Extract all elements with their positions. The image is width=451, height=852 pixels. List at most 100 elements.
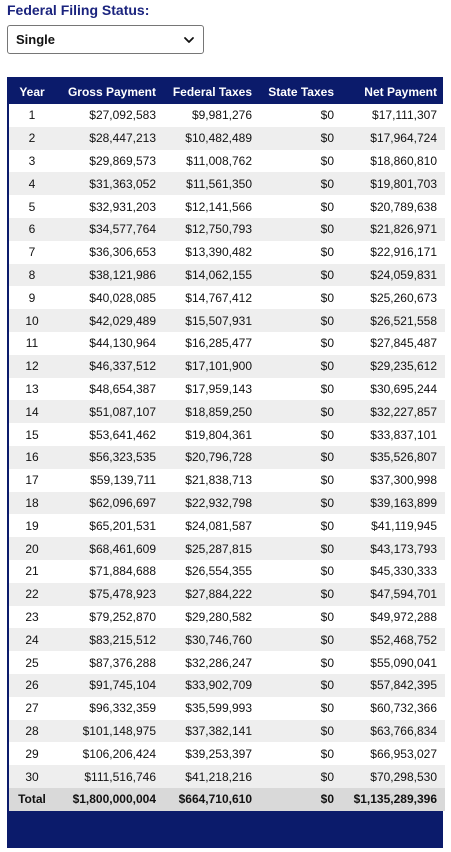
table-row: 4 $31,363,052 $11,561,350 $0 $19,801,703 — [9, 172, 445, 196]
table-row: 30 $111,516,746 $41,218,216 $0 $70,298,530 — [9, 765, 445, 788]
cell-year: 25 — [9, 651, 55, 674]
cell-year: 24 — [9, 628, 55, 652]
cell-gross: $44,130,964 — [55, 331, 164, 355]
cell-year: 17 — [9, 468, 55, 492]
cell-year: 23 — [9, 605, 55, 629]
cell-state: $0 — [260, 765, 342, 788]
total-federal: $664,710,610 — [164, 787, 260, 811]
cell-gross: $106,206,424 — [55, 742, 164, 766]
cell-gross: $71,884,688 — [55, 559, 164, 583]
cell-federal: $26,554,355 — [164, 559, 260, 583]
cell-net: $49,972,288 — [342, 605, 445, 629]
cell-net: $20,789,638 — [342, 195, 445, 218]
filing-status-value: Single — [16, 32, 56, 47]
cell-state: $0 — [260, 377, 342, 401]
table-row: 9 $40,028,085 $14,767,412 $0 $25,260,673 — [9, 286, 445, 310]
cell-net: $18,860,810 — [342, 149, 445, 173]
cell-net: $19,801,703 — [342, 172, 445, 196]
cell-year: 10 — [9, 309, 55, 332]
cell-net: $70,298,530 — [342, 765, 445, 788]
cell-gross: $34,577,764 — [55, 217, 164, 241]
cell-federal: $39,253,397 — [164, 742, 260, 766]
cell-year: 18 — [9, 491, 55, 515]
cell-federal: $15,507,931 — [164, 309, 260, 332]
cell-state: $0 — [260, 217, 342, 241]
table-row: 20 $68,461,609 $25,287,815 $0 $43,173,793 — [9, 537, 445, 560]
cell-year: 14 — [9, 400, 55, 424]
cell-net: $57,842,395 — [342, 673, 445, 697]
payment-table: Year Gross Payment Federal Taxes State T… — [7, 77, 445, 848]
cell-net: $22,916,171 — [342, 240, 445, 264]
filing-status-select[interactable]: Single — [7, 25, 204, 54]
cell-gross: $83,215,512 — [55, 628, 164, 652]
cell-year: 21 — [9, 559, 55, 583]
table-total-row: Total $1,800,000,004 $664,710,610 $0 $1,135,… — [9, 787, 445, 811]
cell-net: $24,059,831 — [342, 263, 445, 287]
cell-gross: $42,029,489 — [55, 309, 164, 332]
cell-federal: $32,286,247 — [164, 651, 260, 674]
cell-year: 27 — [9, 696, 55, 720]
cell-year: 3 — [9, 149, 55, 173]
cell-net: $29,235,612 — [342, 354, 445, 378]
cell-federal: $11,561,350 — [164, 172, 260, 196]
table-row: 3 $29,869,573 $11,008,762 $0 $18,860,810 — [9, 149, 445, 173]
cell-state: $0 — [260, 240, 342, 264]
table-row: 14 $51,087,107 $18,859,250 $0 $32,227,857 — [9, 400, 445, 424]
cell-federal: $29,280,582 — [164, 605, 260, 629]
cell-year: 8 — [9, 263, 55, 287]
cell-federal: $13,390,482 — [164, 240, 260, 264]
cell-state: $0 — [260, 263, 342, 287]
cell-net: $39,163,899 — [342, 491, 445, 515]
cell-federal: $9,981,276 — [164, 104, 260, 127]
cell-federal: $14,767,412 — [164, 286, 260, 310]
cell-net: $45,330,333 — [342, 559, 445, 583]
col-header-federal: Federal Taxes — [172, 84, 252, 99]
cell-federal: $41,218,216 — [164, 765, 260, 788]
cell-gross: $87,376,288 — [55, 651, 164, 674]
cell-gross: $32,931,203 — [55, 195, 164, 218]
cell-year: 7 — [9, 240, 55, 264]
cell-net: $17,111,307 — [342, 104, 445, 127]
cell-gross: $79,252,870 — [55, 605, 164, 629]
cell-gross: $68,461,609 — [55, 537, 164, 560]
table-row: 17 $59,139,711 $21,838,713 $0 $37,300,998 — [9, 468, 445, 492]
cell-federal: $12,141,566 — [164, 195, 260, 218]
cell-gross: $51,087,107 — [55, 400, 164, 424]
cell-federal: $18,859,250 — [164, 400, 260, 424]
table-row: 8 $38,121,986 $14,062,155 $0 $24,059,831 — [9, 263, 445, 287]
table-row: 6 $34,577,764 $12,750,793 $0 $21,826,971 — [9, 217, 445, 241]
cell-gross: $111,516,746 — [55, 765, 164, 788]
cell-net: $60,732,366 — [342, 696, 445, 720]
cell-gross: $62,096,697 — [55, 491, 164, 515]
cell-federal: $24,081,587 — [164, 514, 260, 538]
cell-gross: $59,139,711 — [55, 468, 164, 492]
table-row: 1 $27,092,583 $9,981,276 $0 $17,111,307 — [9, 104, 445, 127]
table-row: 19 $65,201,531 $24,081,587 $0 $41,119,945 — [9, 514, 445, 538]
table-row: 28 $101,148,975 $37,382,141 $0 $63,766,834 — [9, 719, 445, 743]
chevron-down-icon — [184, 36, 194, 43]
table-row: 16 $56,323,535 $20,796,728 $0 $35,526,807 — [9, 445, 445, 469]
cell-net: $55,090,041 — [342, 651, 445, 674]
cell-net: $32,227,857 — [342, 400, 445, 424]
cell-federal: $30,746,760 — [164, 628, 260, 652]
cell-year: 6 — [9, 217, 55, 241]
cell-state: $0 — [260, 126, 342, 150]
cell-net: $43,173,793 — [342, 537, 445, 560]
cell-gross: $29,869,573 — [55, 149, 164, 173]
col-header-gross: Gross Payment — [67, 84, 156, 99]
cell-year: 28 — [9, 719, 55, 743]
cell-state: $0 — [260, 673, 342, 697]
cell-net: $41,119,945 — [342, 514, 445, 538]
cell-net: $25,260,673 — [342, 286, 445, 310]
table-row: 11 $44,130,964 $16,285,477 $0 $27,845,487 — [9, 331, 445, 355]
cell-net: $30,695,244 — [342, 377, 445, 401]
cell-state: $0 — [260, 514, 342, 538]
cell-net: $37,300,998 — [342, 468, 445, 492]
cell-gross: $38,121,986 — [55, 263, 164, 287]
table-row: 12 $46,337,512 $17,101,900 $0 $29,235,612 — [9, 354, 445, 378]
cell-gross: $96,332,359 — [55, 696, 164, 720]
cell-net: $26,521,558 — [342, 309, 445, 332]
cell-state: $0 — [260, 468, 342, 492]
cell-state: $0 — [260, 172, 342, 196]
cell-net: $66,953,027 — [342, 742, 445, 766]
